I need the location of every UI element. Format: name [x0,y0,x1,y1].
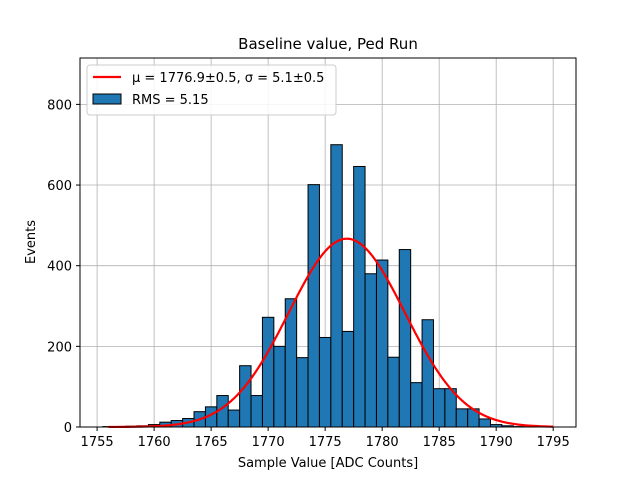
y-tick-label: 200 [47,340,72,355]
x-axis-label: Sample Value [ADC Counts] [238,456,418,471]
y-tick-label: 400 [47,260,72,275]
legend: μ = 1776.9±0.5, σ = 5.1±0.5 RMS = 5.15 [86,64,337,116]
histogram-bar [410,382,423,428]
y-axis-ticks: 0 200 400 600 800 [47,98,80,436]
x-tick-label: 1765 [195,435,228,450]
y-tick-label: 0 [64,421,72,436]
x-axis-ticks: 1755 1760 1765 1770 1775 1780 1785 1790 1795 [81,427,570,450]
x-tick-label: 1755 [81,435,114,450]
x-tick-label: 1785 [423,435,456,450]
y-axis-label: Events [24,220,39,264]
histogram-bar [239,365,252,428]
histogram-bar [341,330,355,428]
y-tick-label: 600 [47,179,72,194]
x-tick-label: 1790 [480,435,513,450]
legend-fit-label: μ = 1776.9±0.5, σ = 5.1±0.5 [132,71,324,86]
histogram-bar [307,184,320,428]
histogram-bar [364,273,377,428]
gaussian-fit-curve [108,237,554,429]
chart-title: Baseline value, Ped Run [238,35,418,53]
histogram-bar [227,409,241,428]
legend-box [86,64,337,116]
histogram-bar [478,418,491,428]
x-tick-label: 1770 [252,435,285,450]
x-tick-label: 1795 [537,435,570,450]
histogram-bar [375,259,389,428]
histogram-bar [353,165,366,428]
histogram-bar [261,316,275,428]
histogram-bar [296,357,309,428]
histogram-bar [398,249,412,428]
histogram-bar [318,336,332,428]
histogram-bar [273,345,286,428]
legend-histogram-label: RMS = 5.15 [132,93,209,108]
plot-frame [79,57,577,428]
x-tick-label: 1780 [366,435,399,450]
histogram-bar [432,388,446,428]
histogram-bar [250,395,263,428]
x-tick-label: 1775 [309,435,342,450]
histogram-bar [421,319,434,428]
histogram-bar [387,356,400,428]
legend-histogram-swatch [92,93,122,105]
histogram-bar [330,144,343,428]
y-tick-label: 800 [47,98,72,113]
x-tick-label: 1760 [138,435,171,450]
histogram-bar [455,408,469,428]
